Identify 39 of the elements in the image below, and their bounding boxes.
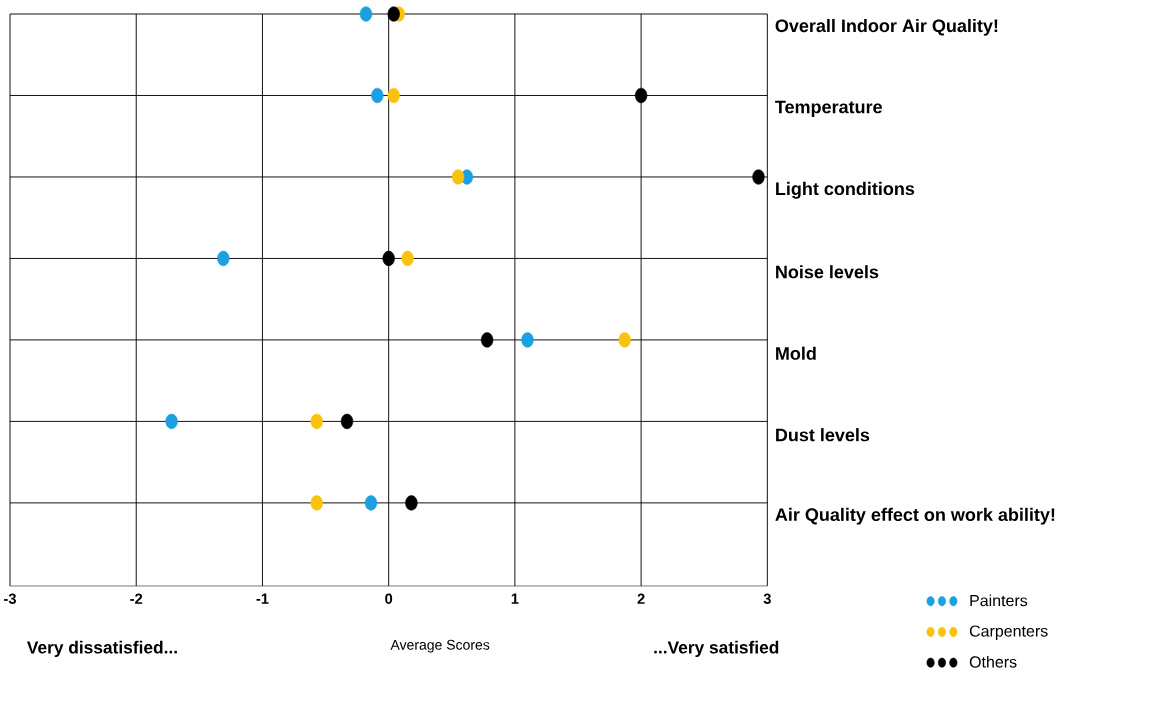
x-tick-label: 1 — [511, 593, 519, 604]
point — [618, 332, 631, 348]
point — [752, 169, 765, 185]
point — [521, 332, 534, 348]
legend-label: Others — [969, 655, 1017, 668]
x-tick-label: 0 — [385, 593, 393, 604]
point — [387, 87, 400, 104]
x-tick-label: 3 — [763, 593, 771, 604]
y-tick-label: Temperature — [775, 100, 882, 117]
y-tick-label: Light conditions — [776, 181, 915, 199]
point — [310, 413, 323, 429]
point — [165, 413, 178, 429]
point — [401, 250, 414, 267]
y-tick-label: Dust levels — [776, 428, 870, 442]
text: ...Very satisfied — [654, 640, 779, 657]
point — [217, 250, 230, 267]
point — [387, 6, 400, 22]
text: Very dissatisfied... — [26, 640, 177, 657]
point — [451, 169, 465, 185]
point — [405, 495, 418, 511]
point — [634, 87, 648, 104]
y-tick-label: Air Quality effect on work ability! — [775, 507, 1055, 525]
y-tick-label: Noise levels — [776, 265, 879, 279]
y-tick-label: Mold — [776, 346, 816, 360]
point — [359, 6, 373, 22]
x-tick-label: -1 — [256, 593, 269, 604]
point — [371, 87, 384, 104]
x-tick-label: 2 — [637, 593, 645, 604]
point — [480, 332, 494, 348]
legend-label: Carpenters — [969, 625, 1048, 640]
point — [382, 250, 395, 267]
legend-label: Painters — [970, 594, 1028, 607]
point — [310, 495, 323, 511]
point — [340, 413, 354, 429]
x-axis-title: Average Scores — [390, 639, 490, 653]
y-tick-label: Overall Indoor Air Quality! — [775, 18, 998, 36]
point — [364, 495, 378, 511]
x-tick-label: -3 — [4, 593, 17, 604]
x-tick-label: -2 — [130, 593, 143, 604]
